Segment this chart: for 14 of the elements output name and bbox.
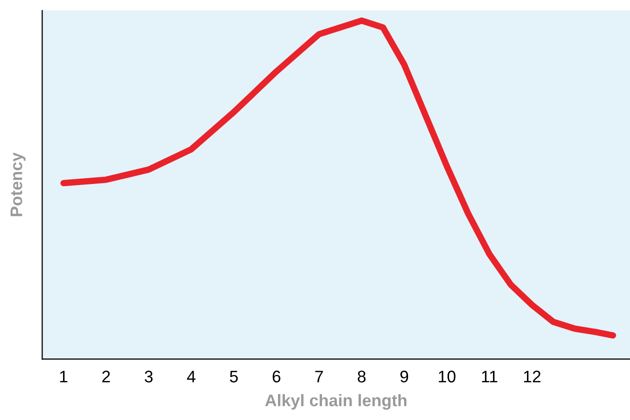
x-tick-label: 6 xyxy=(272,370,280,382)
x-tick-label: 9 xyxy=(400,370,408,382)
x-tick-label: 2 xyxy=(102,370,110,382)
x-tick-label: 8 xyxy=(358,370,366,382)
x-tick-label: 4 xyxy=(187,370,196,382)
y-axis-title: Potency xyxy=(10,152,26,216)
x-tick-label: 1 xyxy=(60,370,68,382)
x-tick-label: 10 xyxy=(438,370,456,382)
x-axis-title: Alkyl chain length xyxy=(265,394,406,410)
x-tick-label: 7 xyxy=(315,370,323,382)
x-tick-label: 11 xyxy=(482,370,498,382)
x-tick-label: 5 xyxy=(230,370,238,382)
x-tick-label: 3 xyxy=(144,370,153,382)
x-tick-label: 12 xyxy=(524,370,540,382)
